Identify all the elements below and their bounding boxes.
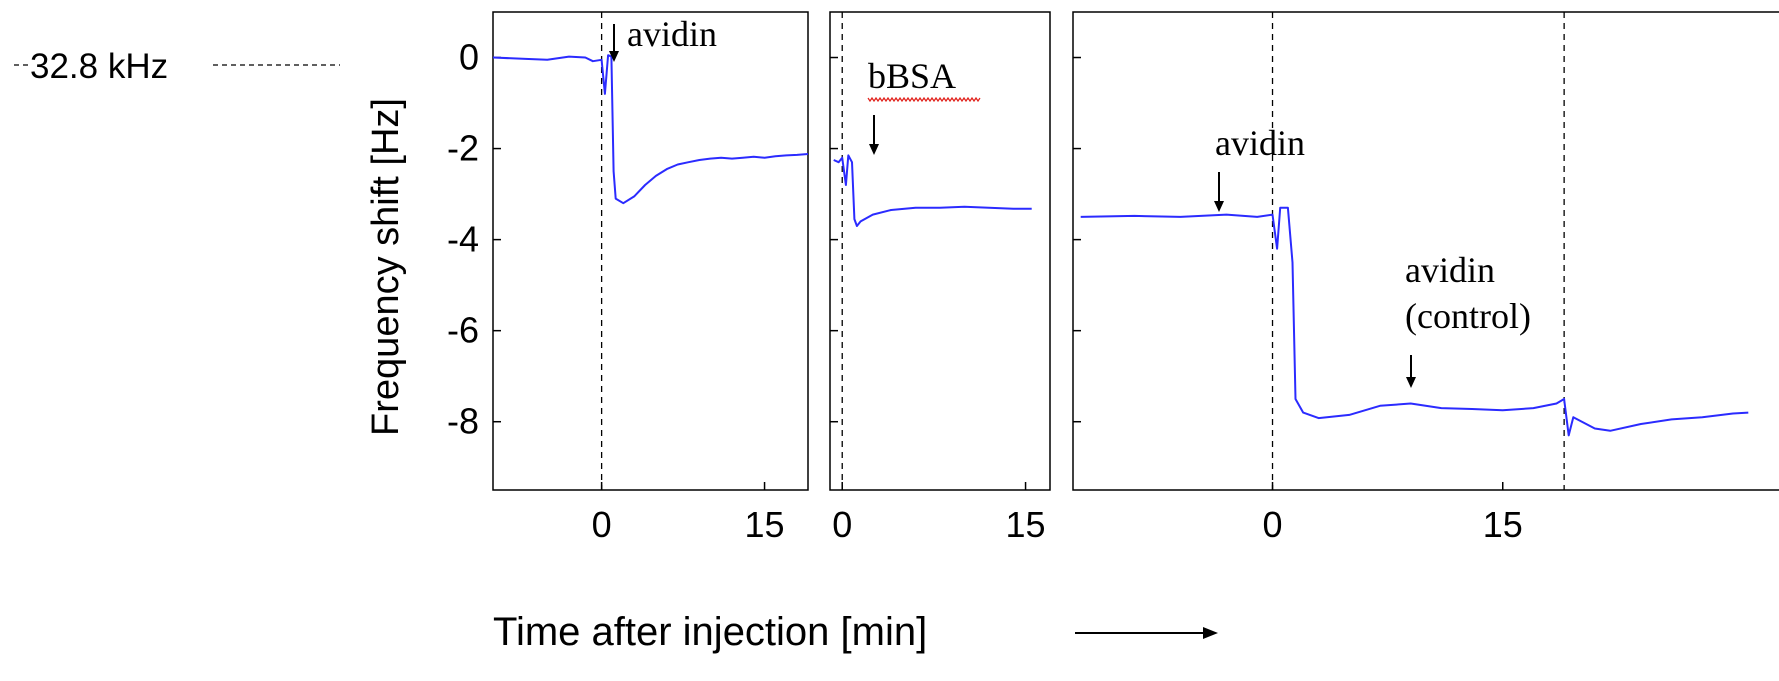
baseline-label: 32.8 kHz xyxy=(30,47,168,86)
panel-right: 0 15 avidin avidin (control) xyxy=(1072,11,1779,545)
x-tick-label: 0 xyxy=(832,504,852,545)
annotation-line: avidin xyxy=(627,14,717,54)
x-arrow-head xyxy=(1203,627,1218,639)
injection-annotation: avidin xyxy=(1215,123,1305,163)
y-tick-label: 0 xyxy=(459,37,479,78)
y-tick-label: -6 xyxy=(447,310,479,351)
y-tick-label: -8 xyxy=(447,401,479,442)
injection-annotation: avidin (control) xyxy=(1405,250,1531,336)
annotation-arrow-head xyxy=(1406,377,1416,388)
panel-left: 0 15 0 -2 -4 -6 -8 avidin xyxy=(447,11,809,545)
spellcheck-squiggle xyxy=(867,96,981,103)
baseline-reference: 32.8 kHz xyxy=(14,47,340,86)
annotation-arrow-head xyxy=(869,144,879,155)
annotation-line: bBSA xyxy=(868,56,956,96)
annotation-line: avidin xyxy=(1405,250,1495,290)
injection-annotation: bBSA xyxy=(868,56,956,96)
annotation-arrow-head xyxy=(1214,201,1224,212)
panel-middle: 0 15 bBSA xyxy=(829,11,1051,545)
frequency-trace xyxy=(833,154,1032,227)
x-tick-label: 15 xyxy=(1006,504,1046,545)
annotation-line: (control) xyxy=(1405,296,1531,336)
x-tick-label: 15 xyxy=(745,504,785,545)
x-tick-label: 0 xyxy=(1263,504,1283,545)
annotation-line: avidin xyxy=(1215,123,1305,163)
x-direction-arrow xyxy=(1075,627,1218,639)
frequency-trace xyxy=(1080,206,1749,437)
x-tick-label: 0 xyxy=(592,504,612,545)
x-tick-label: 15 xyxy=(1483,504,1523,545)
plot-frame xyxy=(492,11,809,491)
plot-frame xyxy=(1072,11,1779,491)
annotation-arrow-head xyxy=(609,51,619,62)
plot-frame xyxy=(829,11,1051,491)
injection-annotation: avidin xyxy=(627,14,717,54)
x-axis-label: Time after injection [min] xyxy=(493,610,927,654)
y-axis-label: Frequency shift [Hz] xyxy=(365,98,407,436)
y-tick-label: -2 xyxy=(447,128,479,169)
frequency-trace xyxy=(492,54,809,205)
y-tick-label: -4 xyxy=(447,219,479,260)
